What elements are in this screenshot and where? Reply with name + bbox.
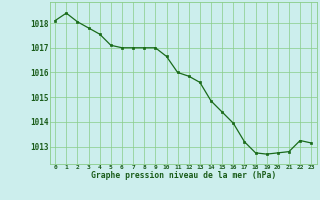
X-axis label: Graphe pression niveau de la mer (hPa): Graphe pression niveau de la mer (hPa)	[91, 171, 276, 180]
